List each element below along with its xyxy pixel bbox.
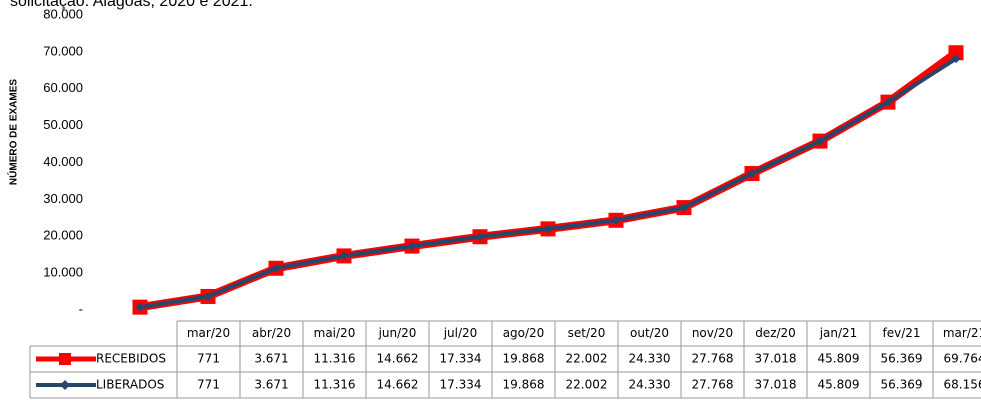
marker (679, 203, 689, 213)
table-value: 17.334 (440, 378, 482, 392)
table-value: 17.334 (440, 352, 482, 366)
y-tick-label: 10.000 (43, 265, 83, 280)
marker (543, 224, 553, 234)
marker (611, 215, 621, 225)
table-value: 14.662 (377, 352, 419, 366)
x-tick-label: dez/20 (755, 326, 796, 340)
table-value: 56.369 (881, 378, 923, 392)
table-value: 27.768 (692, 378, 734, 392)
marker (747, 168, 757, 178)
x-tick-label: mar/21 (943, 326, 981, 340)
table-value: 771 (197, 352, 220, 366)
marker (407, 241, 417, 251)
x-tick-label: abr/20 (252, 326, 291, 340)
x-tick-label: fev/21 (882, 326, 920, 340)
legend-label: LIBERADOS (96, 378, 164, 392)
table-value: 68.156 (944, 378, 981, 392)
x-tick-label: ago/20 (503, 326, 545, 340)
chart-title: solicitação. Alagoas, 2020 e 2021. (10, 0, 253, 10)
y-tick-label: 60.000 (43, 80, 83, 95)
table-value: 27.768 (692, 352, 734, 366)
legend-key (59, 353, 71, 365)
legend-key (60, 380, 70, 390)
table-value: 11.316 (314, 378, 356, 392)
legend-label: RECEBIDOS (96, 352, 166, 366)
table-value: 3.671 (254, 378, 288, 392)
x-tick-label: jun/20 (378, 326, 417, 340)
y-tick-label: - (79, 301, 83, 316)
marker (203, 291, 213, 301)
marker (339, 251, 349, 261)
table-value: 14.662 (377, 378, 419, 392)
marker (948, 45, 964, 61)
table-value: 3.671 (254, 352, 288, 366)
table-value: 11.316 (314, 352, 356, 366)
y-tick-label: 80.000 (43, 6, 83, 21)
x-tick-label: nov/20 (692, 326, 733, 340)
marker (883, 97, 893, 107)
table-value: 69.764 (944, 352, 981, 366)
table-value: 45.809 (818, 352, 860, 366)
marker (271, 263, 281, 273)
marker (475, 232, 485, 242)
y-tick-label: 70.000 (43, 43, 83, 58)
table-value: 771 (197, 378, 220, 392)
table-value: 56.369 (881, 352, 923, 366)
x-tick-label: mar/20 (187, 326, 230, 340)
x-tick-label: mai/20 (314, 326, 356, 340)
table-value: 24.330 (629, 352, 671, 366)
table-value: 19.868 (503, 352, 545, 366)
y-tick-label: 20.000 (43, 228, 83, 243)
table-value: 22.002 (566, 352, 608, 366)
table-value: 24.330 (629, 378, 671, 392)
series-line (139, 49, 959, 312)
y-axis-label: NÚMERO DE EXAMES (7, 79, 20, 185)
y-tick-label: 30.000 (43, 191, 83, 206)
x-tick-label: jan/21 (819, 326, 858, 340)
table-value: 19.868 (503, 378, 545, 392)
marker (951, 54, 961, 64)
table-value: 37.018 (755, 352, 797, 366)
x-tick-label: set/20 (568, 326, 606, 340)
x-tick-label: jul/20 (443, 326, 478, 340)
table-value: 22.002 (566, 378, 608, 392)
x-tick-label: out/20 (630, 326, 669, 340)
table-value: 37.018 (755, 378, 797, 392)
y-tick-label: 50.000 (43, 117, 83, 132)
y-tick-label: 40.000 (43, 154, 83, 169)
marker (815, 136, 825, 146)
data-table: mar/20 abr/20 mai/20 jun/20 jul/20 ago/20 set/… (29, 320, 981, 399)
marker (135, 302, 145, 312)
table-value: 45.809 (818, 378, 860, 392)
